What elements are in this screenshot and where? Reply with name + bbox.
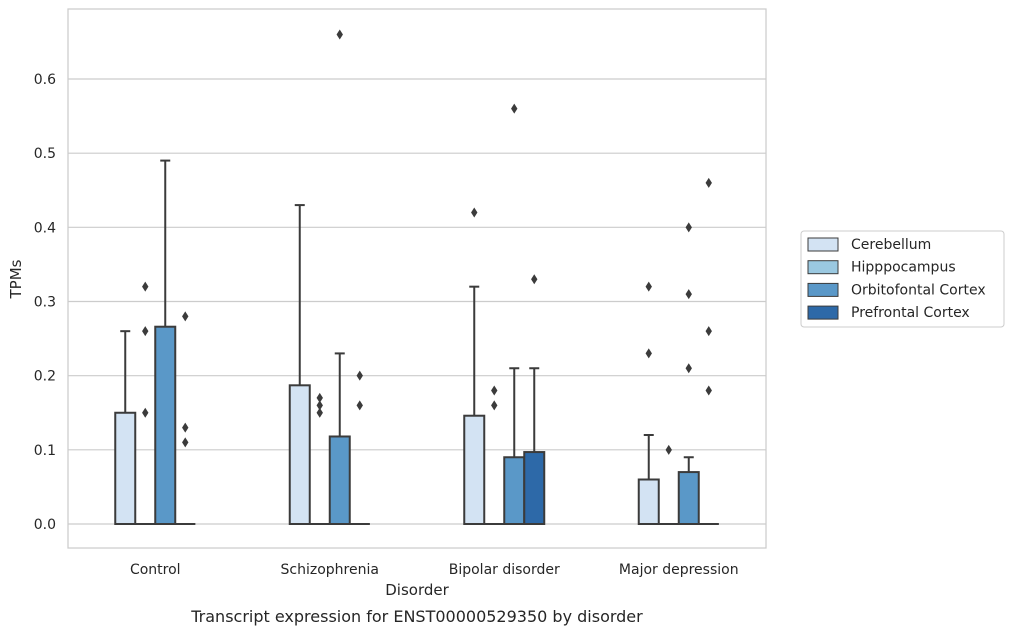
x-tick-label: Control	[130, 562, 181, 578]
plot-frame	[67, 8, 767, 549]
y-tick-label: 0.0	[34, 517, 56, 533]
box-cerebellum	[637, 281, 660, 525]
outlier-point	[705, 326, 712, 337]
outlier-point	[491, 400, 498, 411]
outlier-point	[645, 281, 652, 292]
outlier-point	[316, 400, 323, 411]
outlier-point	[685, 222, 692, 233]
box-hipppocampus	[484, 385, 505, 525]
box-body	[114, 411, 137, 525]
box-body	[463, 414, 486, 526]
box-cerebellum	[463, 207, 486, 526]
outlier-point	[316, 407, 323, 418]
legend: Cerebellum Hipppocampus Orbitofontal Corte…	[800, 230, 1005, 328]
outlier-point	[491, 385, 498, 396]
y-tick-labels: 0.0 0.1 0.2 0.3 0.4 0.5 0.6	[34, 72, 56, 533]
outlier-point	[182, 437, 189, 448]
box-cerebellum	[288, 204, 311, 525]
x-axis-title: Disorder	[385, 581, 449, 599]
box-body	[523, 451, 546, 525]
x-tick-label: Schizophrenia	[281, 562, 379, 578]
outlier-point	[182, 311, 189, 322]
outlier-point	[705, 177, 712, 188]
outlier-point	[705, 385, 712, 396]
box-hipppocampus	[309, 392, 330, 525]
box-orbitofontal-cortex	[328, 29, 351, 526]
box-orbitofontal-cortex	[677, 222, 700, 526]
outlier-point	[142, 326, 149, 337]
box-body	[288, 384, 311, 525]
outlier-point	[356, 400, 363, 411]
x-tick-label: Major depression	[619, 562, 739, 578]
y-axis-title: TPMs	[7, 259, 25, 299]
y-tick-label: 0.1	[34, 443, 56, 459]
box-hipppocampus	[135, 281, 156, 525]
figure-caption: Transcript expression for ENST0000052935…	[190, 607, 643, 626]
legend-swatch	[807, 305, 839, 320]
legend-label: Orbitofontal Cortex	[851, 282, 986, 298]
outlier-point	[531, 274, 538, 285]
y-tick-label: 0.4	[34, 220, 56, 236]
box-orbitofontal-cortex	[154, 159, 177, 526]
box-body	[677, 471, 700, 526]
outlier-point	[316, 392, 323, 403]
outlier-point	[471, 207, 478, 218]
x-tick-label: Bipolar disorder	[449, 562, 560, 578]
box-prefrontal-cortex	[523, 274, 546, 525]
box-body	[503, 456, 526, 525]
legend-label: Prefrontal Cortex	[851, 305, 970, 321]
legend-swatch	[807, 282, 839, 297]
outlier-point	[336, 29, 343, 40]
outlier-point	[685, 363, 692, 374]
y-tick-label: 0.2	[34, 369, 56, 385]
box-prefrontal-cortex	[698, 177, 719, 525]
legend-swatch	[807, 237, 839, 252]
legend-label: Cerebellum	[851, 237, 931, 253]
box-body	[637, 478, 660, 525]
outlier-point	[356, 370, 363, 381]
y-tick-label: 0.5	[34, 146, 56, 162]
outlier-point	[645, 348, 652, 359]
outlier-point	[685, 289, 692, 300]
legend-swatch	[807, 260, 839, 275]
legend-frame	[800, 230, 1005, 328]
box-body	[154, 325, 177, 526]
box-prefrontal-cortex	[175, 311, 196, 525]
outlier-point	[142, 407, 149, 418]
y-tick-label: 0.6	[34, 72, 56, 88]
box-body	[328, 435, 351, 526]
box-orbitofontal-cortex	[503, 103, 526, 525]
x-tick-labels: Control Schizophrenia Bipolar disorder Majo…	[130, 562, 739, 578]
y-tick-label: 0.3	[34, 295, 56, 311]
outlier-point	[511, 103, 518, 114]
box-prefrontal-cortex	[349, 370, 370, 525]
box-cerebellum	[114, 330, 137, 525]
box-series	[114, 29, 719, 526]
outlier-point	[182, 422, 189, 433]
box-hipppocampus	[658, 444, 679, 525]
outlier-point	[142, 281, 149, 292]
legend-label: Hipppocampus	[851, 260, 956, 276]
outlier-point	[665, 444, 672, 455]
